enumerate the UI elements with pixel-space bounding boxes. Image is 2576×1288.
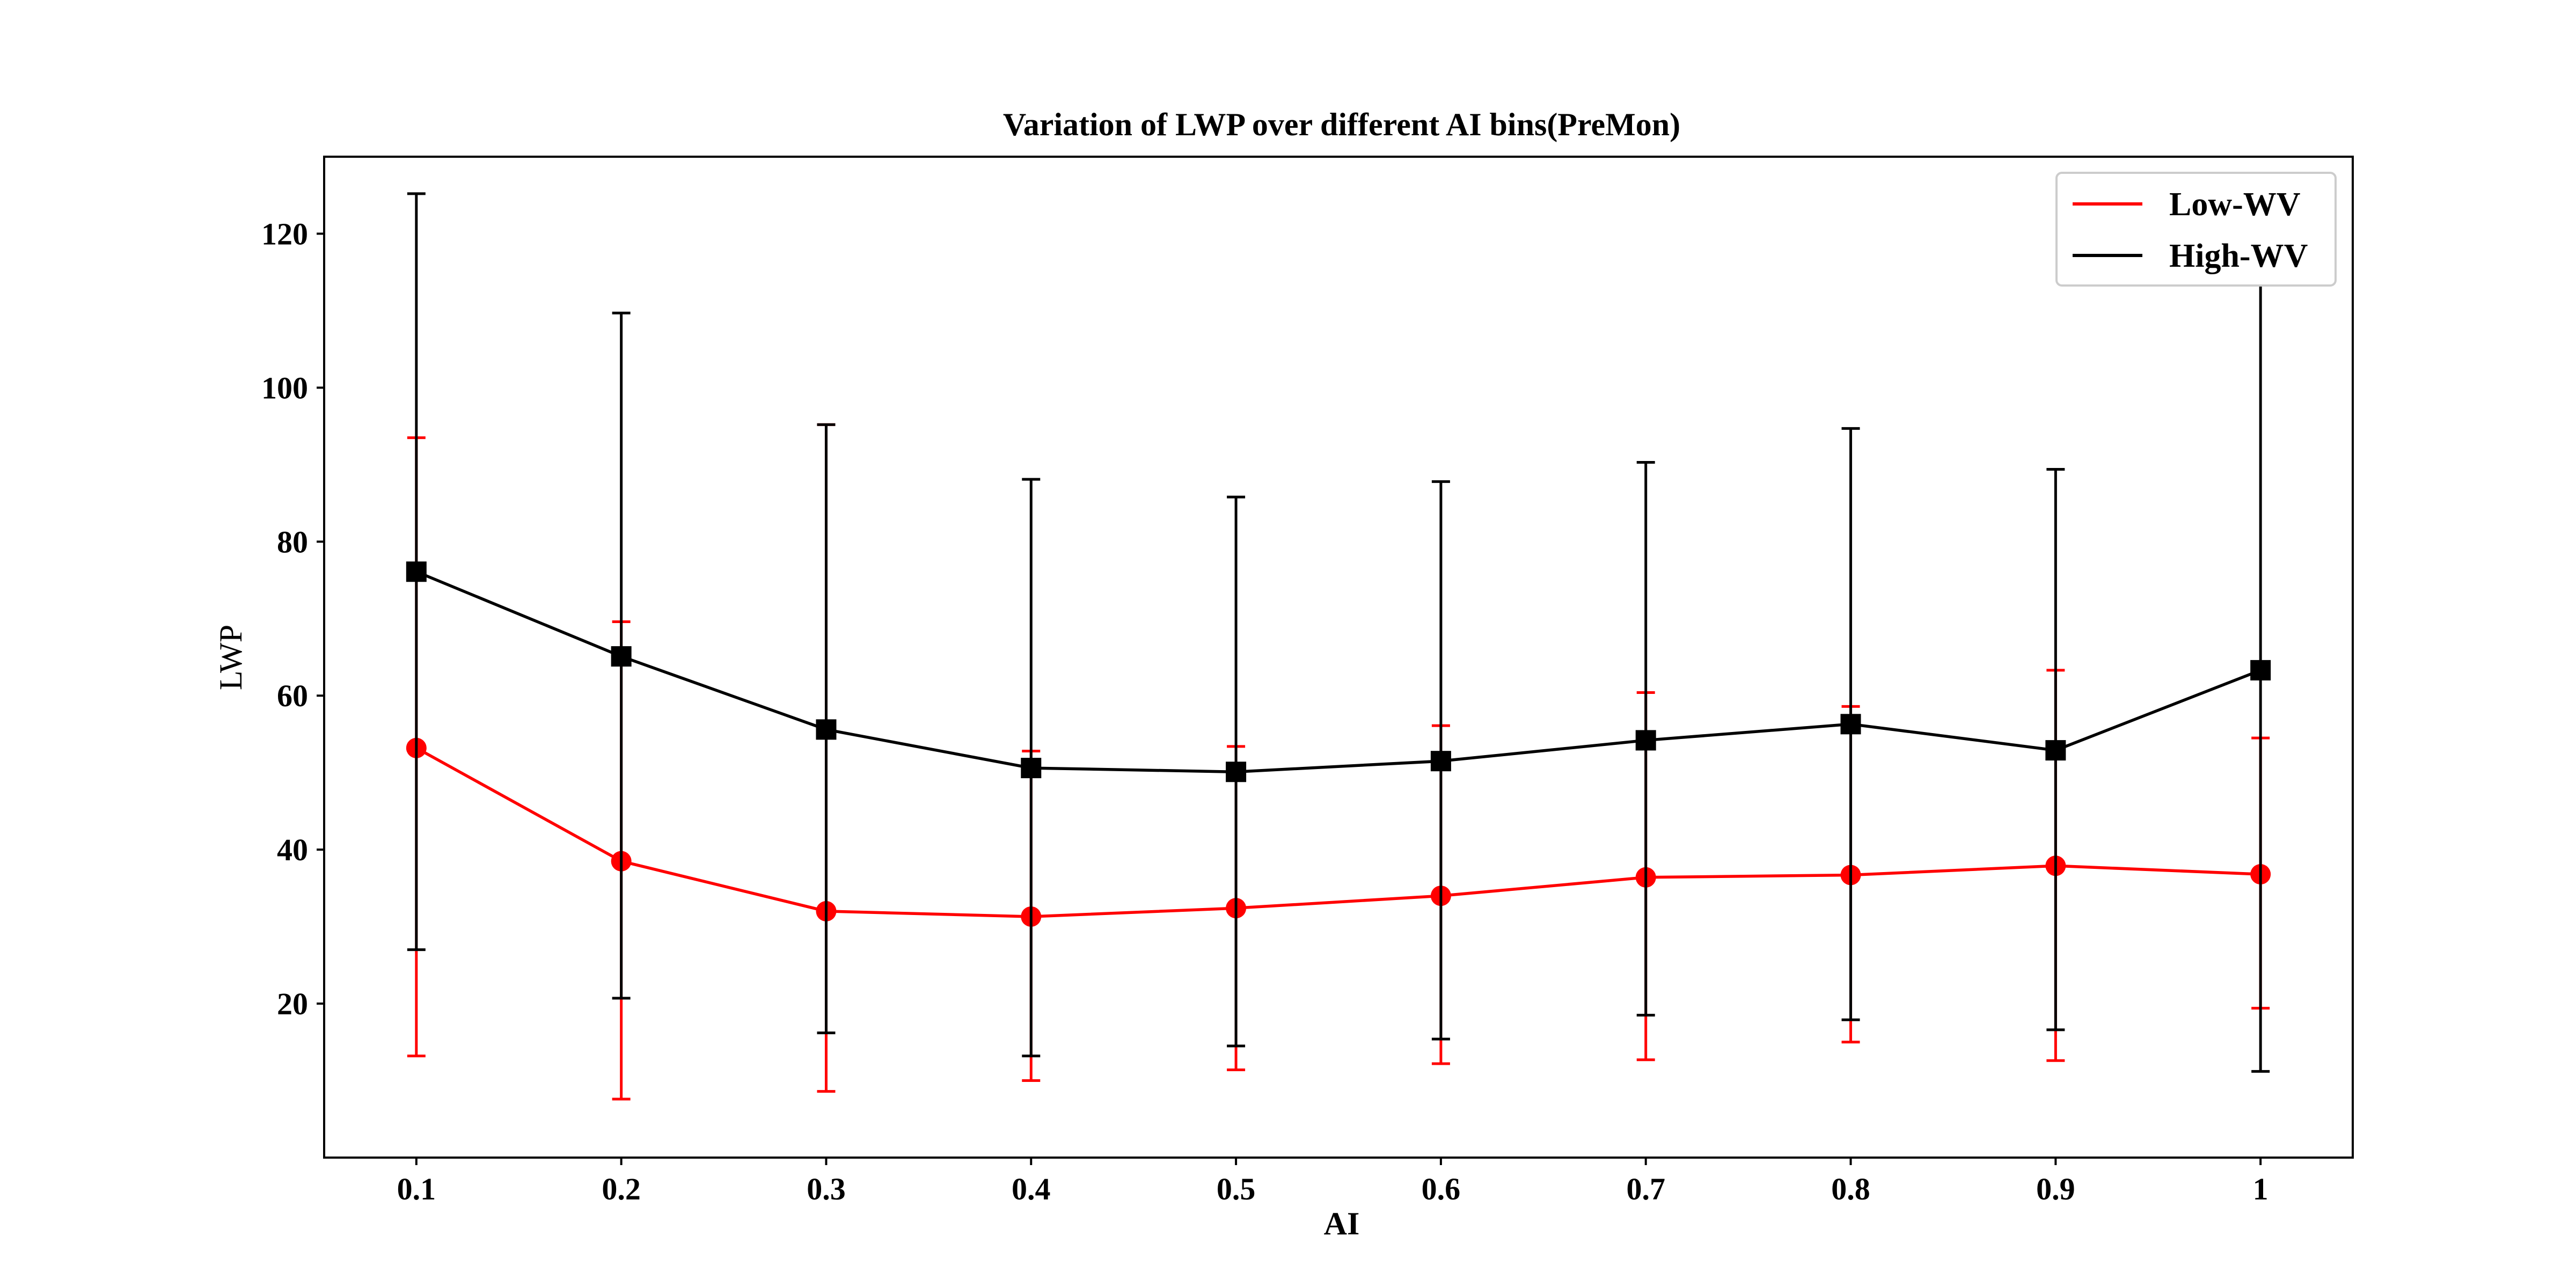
axes: 0.1 0.2 0.3 0.4 0.5 0.6 0.7 0.8 0.9 1204060801001… bbox=[261, 156, 2354, 1206]
data-point-high-wv bbox=[1021, 758, 1042, 779]
series-line-low-wv bbox=[415, 747, 2261, 918]
legend-label-low-wv: Low-WV bbox=[2169, 186, 2301, 223]
x-tick-label: 0.2 bbox=[602, 1172, 641, 1206]
x-tick-label: 0.5 bbox=[1217, 1172, 1256, 1206]
y-tick-label: 100 bbox=[261, 370, 308, 405]
data-point-high-wv bbox=[1226, 762, 1247, 782]
y-tick-label: 60 bbox=[277, 678, 308, 713]
y-tick-label: 80 bbox=[277, 524, 308, 559]
series-high-wv bbox=[406, 192, 2271, 1073]
y-axis-label: LWP bbox=[213, 625, 248, 690]
series-line-high-wv bbox=[415, 570, 2262, 774]
data-point-high-wv bbox=[1635, 730, 1656, 751]
data-point-high-wv bbox=[1430, 751, 1451, 772]
x-tick-label: 0.6 bbox=[1422, 1172, 1461, 1206]
x-tick-label: 0.8 bbox=[1831, 1172, 1870, 1206]
x-tick-label: 1 bbox=[2253, 1172, 2268, 1206]
data-point-high-wv bbox=[2250, 660, 2271, 680]
x-tick-label: 0.3 bbox=[807, 1172, 846, 1206]
chart-title: Variation of LWP over different AI bins(… bbox=[1003, 107, 1680, 142]
data-point-high-wv bbox=[406, 561, 427, 582]
plot-frame bbox=[323, 156, 2354, 1159]
data-point-high-wv bbox=[2045, 740, 2066, 761]
x-tick-label: 0.1 bbox=[397, 1172, 436, 1206]
x-tick-label: 0.9 bbox=[2036, 1172, 2075, 1206]
legend: Low-WV High-WV bbox=[2055, 172, 2337, 287]
x-tick-label: 0.4 bbox=[1012, 1172, 1051, 1206]
x-tick-label: 0.7 bbox=[1626, 1172, 1665, 1206]
y-tick-label: 120 bbox=[261, 216, 308, 251]
data-point-high-wv bbox=[816, 719, 837, 740]
legend-label-high-wv: High-WV bbox=[2169, 238, 2308, 274]
y-tick-label: 40 bbox=[277, 832, 308, 867]
data-point-high-wv bbox=[1840, 714, 1861, 735]
y-tick-label: 20 bbox=[277, 986, 308, 1021]
data-point-high-wv bbox=[611, 646, 632, 667]
plot-area bbox=[406, 192, 2271, 1101]
x-axis-label: AI bbox=[1324, 1206, 1360, 1241]
legend-frame bbox=[2055, 172, 2337, 287]
